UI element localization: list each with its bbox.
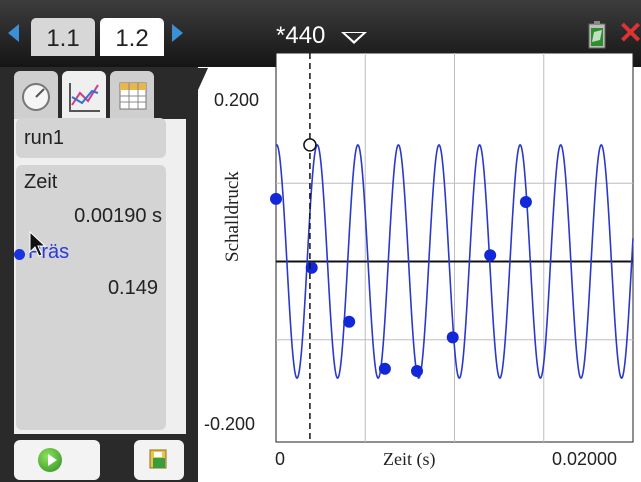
cursor-point [303,138,317,152]
document-title: *440 [276,22,326,49]
graph-view-tab[interactable] [62,71,106,119]
table-view-tab[interactable] [110,71,154,119]
store-run-button[interactable] [134,440,184,480]
tab-1-2[interactable]: 1.2 [100,18,164,56]
pressure-value: 0.149 [107,277,158,299]
previous-page-arrow-icon[interactable] [8,24,19,42]
y-axis-label: Schalldruck [222,171,243,262]
mouse-pointer-icon [29,230,47,257]
data-point [484,249,497,262]
data-point [411,365,424,378]
document-menu-chevron-icon[interactable] [341,32,367,44]
meter-icon [22,83,50,111]
data-point [343,315,356,328]
y-min-tick-label: -0.200 [204,414,256,434]
data-point [305,261,318,274]
x-min-tick-label: 0 [275,449,286,469]
y-max-tick-label: 0.200 [214,90,260,110]
x-axis-label: Zeit (s) [383,449,436,469]
series-line [275,143,634,380]
battery-icon [588,21,606,49]
data-point [446,331,459,344]
pressure-marker-icon [14,249,25,260]
cursor-readout: Zeit 0.00190 s Präs 0.149 [14,165,166,430]
data-point [519,196,532,209]
close-icon[interactable]: ✕ [618,17,641,50]
next-page-arrow-icon[interactable] [172,24,183,42]
data-point [378,362,391,375]
start-collection-button[interactable] [14,440,100,480]
store-data-icon [149,449,167,469]
run-selector[interactable]: run1 [16,118,166,158]
time-value: 0.00190 s [74,205,162,227]
tab-1-1[interactable]: 1.1 [31,18,95,56]
data-point [270,192,282,205]
meter-view-tab[interactable] [14,71,58,119]
graph-icon [69,83,100,112]
table-icon [119,82,147,110]
time-label: Zeit [24,171,58,193]
x-max-tick-label: 0.02000 [552,449,618,469]
